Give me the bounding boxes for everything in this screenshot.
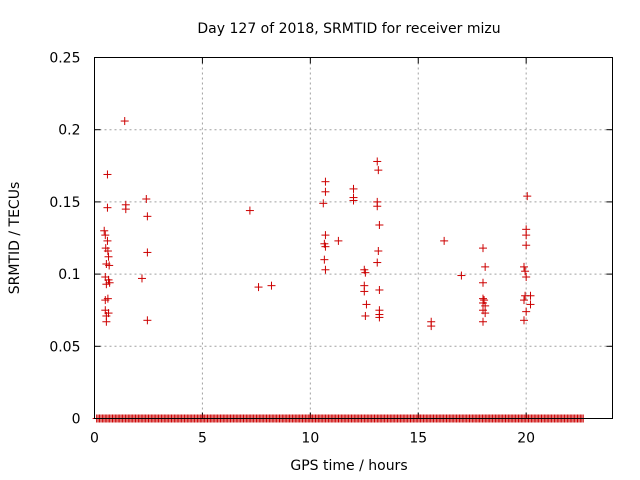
data-point — [373, 258, 382, 267]
data-point — [137, 274, 146, 283]
x-tick-label: 10 — [301, 431, 319, 447]
data-point — [321, 242, 330, 251]
data-point — [522, 231, 531, 240]
data-point — [521, 267, 530, 276]
y-axis-label: SRMTID / TECUs — [7, 182, 23, 295]
data-point — [142, 195, 151, 204]
data-point — [481, 301, 490, 310]
data-point — [520, 316, 529, 325]
chart-title: Day 127 of 2018, SRMTID for receiver miz… — [197, 21, 500, 37]
y-tick-label: 0.1 — [58, 267, 80, 283]
data-point — [321, 187, 330, 196]
data-point — [360, 287, 369, 296]
data-point — [479, 317, 487, 326]
data-point — [374, 246, 383, 255]
data-point — [102, 280, 111, 289]
data-point — [427, 322, 436, 331]
data-point — [374, 166, 383, 175]
data-point — [373, 157, 382, 166]
x-tick-label: 5 — [198, 431, 207, 447]
data-point — [103, 294, 112, 303]
data-point — [104, 252, 113, 261]
data-point — [320, 255, 329, 264]
data-point — [105, 278, 114, 287]
data-point — [361, 311, 370, 320]
plot-frame — [94, 57, 613, 419]
data-point — [321, 231, 330, 240]
data-point — [103, 203, 112, 212]
data-point — [321, 177, 330, 186]
y-tick-label: 0.25 — [49, 51, 80, 67]
data-point — [105, 261, 114, 270]
data-point — [522, 272, 531, 281]
data-point — [349, 196, 358, 205]
data-point — [100, 226, 109, 235]
data-point — [457, 271, 466, 280]
data-point — [143, 316, 152, 325]
y-tick-label: 0.05 — [49, 339, 80, 355]
data-point — [522, 241, 531, 250]
data-point — [373, 202, 382, 211]
data-point — [103, 170, 112, 179]
data-point — [522, 307, 531, 316]
data-point — [440, 236, 449, 245]
data-point — [121, 205, 130, 214]
data-point — [103, 236, 112, 245]
axis-ticks — [94, 57, 613, 419]
grid — [94, 57, 613, 419]
data-point — [523, 192, 532, 201]
data-point — [103, 246, 112, 255]
y-tick-label: 0 — [72, 412, 81, 428]
data-point — [254, 283, 263, 292]
data-point — [120, 117, 129, 126]
data-points — [100, 117, 535, 331]
x-tick-label: 20 — [517, 431, 535, 447]
data-point — [101, 231, 110, 240]
data-point — [479, 278, 487, 287]
data-point — [143, 212, 152, 221]
data-point — [375, 285, 384, 294]
data-point — [481, 262, 490, 271]
data-point — [481, 309, 490, 318]
data-point — [334, 236, 343, 245]
data-point — [349, 184, 358, 193]
data-point — [245, 206, 254, 215]
data-point — [479, 244, 487, 253]
data-point — [102, 317, 111, 326]
data-point — [520, 262, 529, 271]
data-point — [526, 291, 535, 300]
data-point — [362, 300, 371, 309]
data-point — [375, 221, 384, 230]
x-tick-label: 0 — [90, 431, 99, 447]
data-point — [520, 296, 529, 305]
tick-labels: 0 5 10 15 20 0 0.05 0.1 0.15 0.2 0.25 — [49, 51, 535, 447]
x-tick-label: 15 — [409, 431, 427, 447]
data-point — [321, 265, 330, 274]
data-point — [375, 313, 384, 322]
data-point — [104, 309, 113, 318]
y-tick-label: 0.15 — [49, 195, 80, 211]
data-point — [526, 300, 535, 309]
data-point — [361, 268, 370, 277]
data-point — [143, 248, 152, 257]
y-tick-label: 0.2 — [58, 123, 80, 139]
data-point — [319, 199, 328, 208]
x-axis-label: GPS time / hours — [290, 458, 407, 474]
data-point — [267, 281, 276, 290]
